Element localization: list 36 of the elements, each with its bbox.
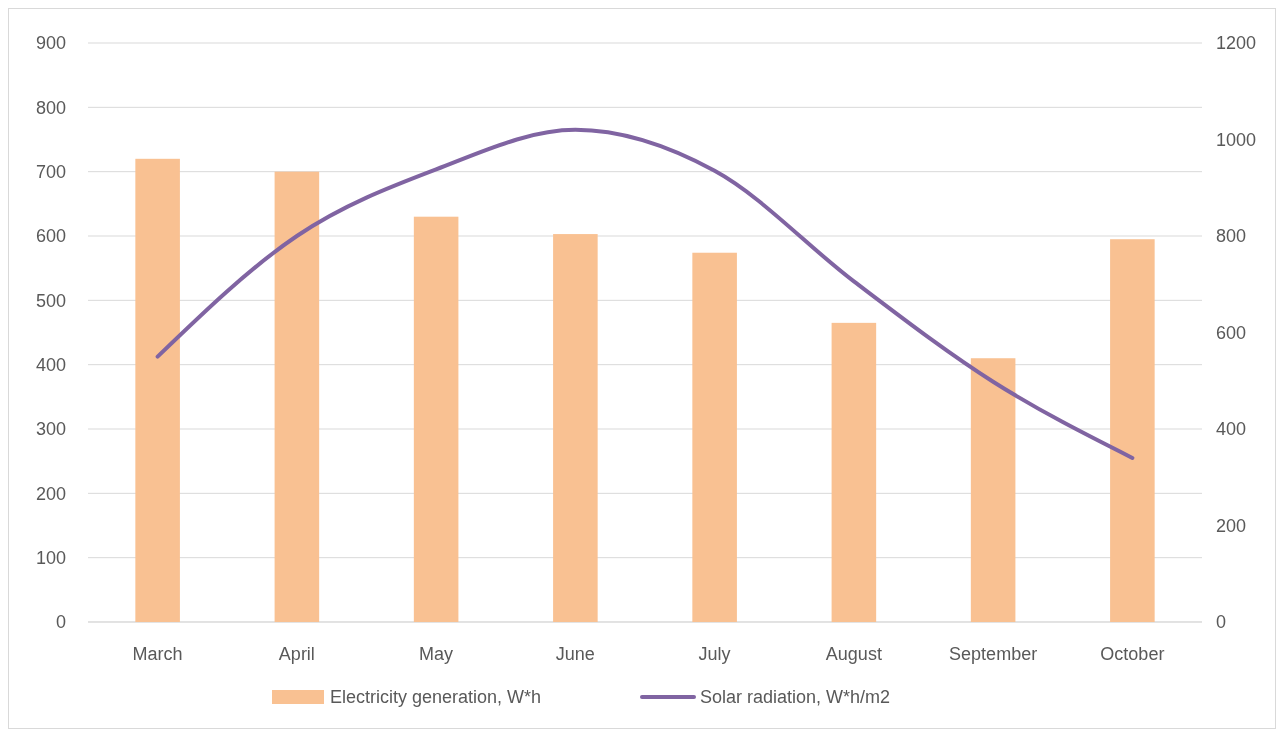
y-tick-label: 600 xyxy=(35,226,66,247)
x-tick-label: July xyxy=(698,644,731,664)
y-tick-label: 200 xyxy=(35,483,66,504)
x-tick-label: April xyxy=(278,644,315,664)
y2-tick-label: 600 xyxy=(1216,322,1247,343)
y2-tick-label: 1000 xyxy=(1216,129,1257,150)
bar xyxy=(413,216,459,622)
bar xyxy=(692,252,737,622)
y-tick-label: 900 xyxy=(35,33,66,54)
bar xyxy=(970,358,1016,622)
y-tick-label: 800 xyxy=(35,97,66,118)
line-series xyxy=(155,127,1135,460)
legend-label: Solar radiation, W*h/m2 xyxy=(700,687,891,708)
bar xyxy=(135,158,180,622)
y-tick-label: 300 xyxy=(35,419,66,440)
bar xyxy=(831,322,877,622)
bar xyxy=(1110,239,1155,622)
x-tick-label: June xyxy=(555,644,595,664)
y2-tick-label: 400 xyxy=(1216,419,1247,440)
bar xyxy=(274,171,320,622)
y2-tick-label: 800 xyxy=(1216,226,1247,247)
y-tick-label: 0 xyxy=(55,612,66,633)
legend-label: Electricity generation, W*h xyxy=(330,687,542,708)
x-tick-label: September xyxy=(949,644,1038,664)
y2-tick-label: 0 xyxy=(1216,612,1227,633)
y-tick-label: 400 xyxy=(35,354,66,375)
x-tick-label: May xyxy=(419,644,454,664)
x-tick-label: October xyxy=(1100,644,1165,664)
bar xyxy=(553,234,598,622)
y-tick-label: 700 xyxy=(35,161,66,182)
x-tick-label: March xyxy=(132,644,183,664)
y-tick-label: 500 xyxy=(35,290,66,311)
y2-tick-label: 200 xyxy=(1216,515,1247,536)
x-tick-label: August xyxy=(825,644,882,664)
y2-tick-label: 1200 xyxy=(1216,33,1257,54)
y-tick-label: 100 xyxy=(35,547,66,568)
